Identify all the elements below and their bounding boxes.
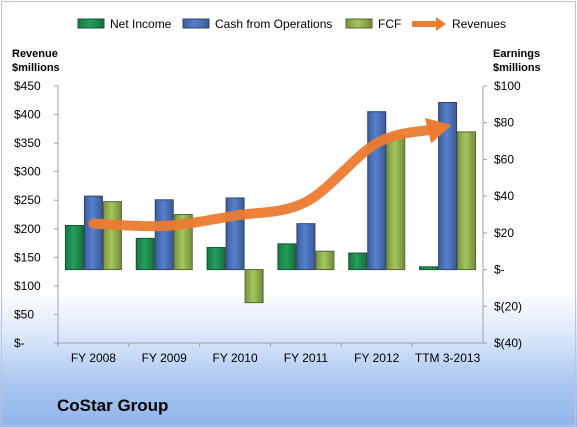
right-tick-label: $20 (494, 226, 514, 240)
left-tick-label: $100 (14, 279, 41, 293)
bar-cash-from-operations-1 (154, 199, 174, 271)
bar-cash-from-operations-0 (83, 195, 103, 271)
left-tick-label: $300 (14, 165, 41, 179)
bar-net-income-3 (277, 243, 297, 271)
right-tick-label: $80 (494, 116, 514, 130)
x-tick-label: TTM 3-2013 (415, 351, 481, 365)
right-tick-label: $60 (494, 152, 514, 166)
bar-cash-from-operations-3 (296, 223, 316, 271)
right-tick-label: $40 (494, 189, 514, 203)
x-tick-label: FY 2008 (71, 351, 116, 365)
bar-fcf-5 (457, 131, 477, 271)
revenue-point-5 (447, 125, 449, 127)
right-tick-label: $- (494, 263, 505, 277)
right-tick-label: $(40) (494, 336, 522, 350)
x-tick-label: FY 2009 (142, 351, 187, 365)
bar-net-income-5 (419, 266, 439, 271)
right-axis-label: Earnings (493, 48, 540, 60)
bar-net-income-2 (206, 247, 226, 271)
legend-label-revenues: Revenues (452, 17, 506, 31)
legend-swatch-cash-from-operations (182, 18, 210, 29)
left-tick-label: $250 (14, 193, 41, 207)
left-tick-label: $50 (14, 307, 34, 321)
company-name: CoStar Group (57, 396, 169, 415)
left-tick-label: $- (14, 336, 25, 350)
legend-swatch-fcf (345, 18, 373, 29)
bar-fcf-0 (102, 201, 122, 271)
bar-net-income-1 (135, 237, 155, 271)
revenue-point-2 (234, 215, 236, 217)
revenue-point-1 (163, 225, 165, 227)
legend-label-net-income: Net Income (110, 17, 172, 31)
left-tick-label: $200 (14, 222, 41, 236)
left-tick-label: $450 (14, 79, 41, 93)
legend-label-fcf: FCF (378, 17, 401, 31)
revenue-arrowhead (425, 118, 452, 144)
x-tick-label: FY 2010 (213, 351, 258, 365)
bar-fcf-4 (386, 135, 406, 271)
bar-net-income-0 (64, 225, 84, 271)
left-axis-label-units: $millions (12, 62, 60, 74)
x-tick-label: FY 2011 (284, 351, 329, 365)
legend-arrow-revenues (436, 17, 446, 31)
bar-fcf-3 (315, 250, 335, 271)
x-tick-label: FY 2012 (354, 351, 399, 365)
legend-swatch-net-income (77, 18, 105, 29)
bar-fcf-2 (244, 269, 264, 304)
left-axis-label: Revenue (12, 48, 58, 60)
left-tick-label: $400 (14, 108, 41, 122)
right-axis-label-units: $millions (493, 62, 541, 74)
left-tick-label: $350 (14, 136, 41, 150)
revenue-point-4 (376, 142, 378, 144)
bar-cash-from-operations-2 (225, 197, 245, 271)
left-tick-label: $150 (14, 250, 41, 264)
right-tick-label: $(20) (494, 299, 522, 313)
legend-label-cash-from-operations: Cash from Operations (215, 17, 332, 31)
bar-net-income-4 (348, 252, 368, 271)
revenue-point-0 (92, 223, 94, 225)
revenue-point-3 (305, 201, 307, 203)
bar-cash-from-operations-5 (438, 102, 458, 271)
right-tick-label: $100 (494, 79, 521, 93)
